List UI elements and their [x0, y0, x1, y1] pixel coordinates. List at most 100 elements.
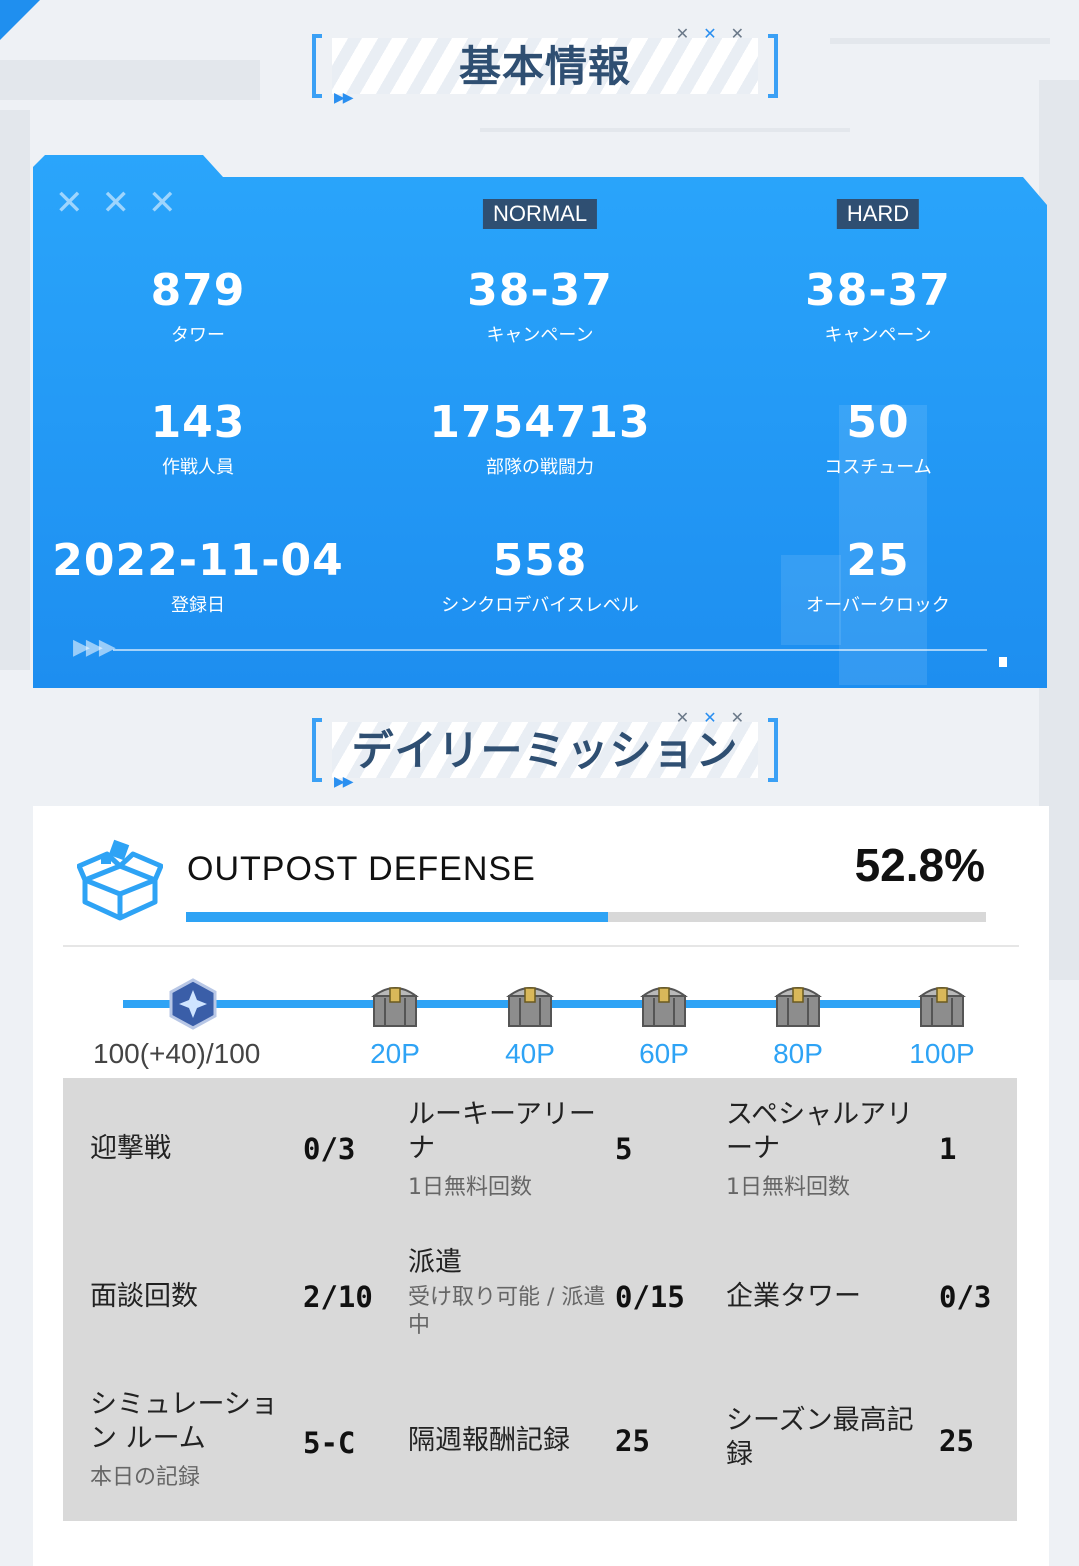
stat-value: 38-37 — [805, 265, 951, 316]
bg-stripe — [0, 60, 260, 100]
bracket-right — [768, 718, 778, 782]
mission-cell: 派遣 受け取り可能 / 派遣中 0/15 — [381, 1226, 699, 1372]
mission-sub: 1日無料回数 — [408, 1175, 532, 1200]
stat-value: 38-37 — [467, 265, 613, 316]
normal-badge: NORMAL — [482, 199, 598, 229]
mission-sub: 本日の記録 — [90, 1465, 201, 1490]
daily-mission-card: OUTPOST DEFENSE 52.8% 100(+40)/100 20P 40… — [33, 806, 1049, 1566]
mission-value: 25 — [615, 1424, 650, 1458]
mission-cell: シーズン最高記録 25 — [699, 1374, 1017, 1520]
milestone-label: 20P — [370, 1038, 420, 1069]
mission-sub: 1日無料回数 — [726, 1175, 850, 1200]
header-band — [332, 38, 758, 94]
mission-cell: 企業タワー 0/3 — [699, 1226, 1017, 1372]
panel-glow — [839, 405, 927, 685]
mission-cell: 隔週報酬記録 25 — [381, 1374, 699, 1520]
stat-value: 879 — [150, 265, 246, 316]
footer-line — [113, 649, 987, 651]
mission-cell: 面談回数 2/10 — [63, 1226, 381, 1372]
mission-name: 面談回数 — [90, 1281, 198, 1312]
stat-campaign-normal: NORMAL 38-37 キャンペーン — [375, 199, 705, 347]
stat-value: 2022-11-04 — [52, 535, 344, 586]
reward-chest-icon[interactable] — [639, 978, 689, 1030]
mission-name: 迎撃戦 — [90, 1133, 171, 1164]
crystal-gem-icon — [169, 978, 217, 1030]
stats-panel: ✕✕✕ 879 タワー NORMAL 38-37 キャンペーン HARD 38-… — [33, 155, 1047, 688]
daily-mission-title: デイリーミッション — [351, 726, 739, 775]
mission-value: 0/3 — [303, 1132, 356, 1166]
stat-operators: 143 作戦人員 — [33, 397, 363, 479]
mission-sub: 受け取り可能 / 派遣中 — [408, 1285, 606, 1338]
outpost-percent: 52.8% — [854, 839, 985, 891]
arrows-icon: ▶▶ — [334, 90, 353, 106]
bg-stripe — [0, 110, 30, 670]
mission-name: シーズン最高記録 — [726, 1405, 914, 1470]
stat-costumes: 50 コスチューム — [713, 397, 1043, 479]
stat-label: 登録日 — [171, 595, 225, 616]
basic-info-header: ✕✕✕ ▶▶ 基本情報 — [300, 24, 790, 106]
reward-points: 100(+40)/100 — [93, 1038, 261, 1069]
mission-cell: ルーキーアリーナ 1日無料回数 5 — [381, 1078, 699, 1224]
mission-grid: 迎撃戦 0/3 ルーキーアリーナ 1日無料回数 5 スペシャルアリーナ 1日無料回数 1 面談回… — [63, 1078, 1017, 1521]
mission-name: 隔週報酬記録 — [408, 1425, 570, 1456]
stat-overclock: 25 オーバークロック — [713, 535, 1043, 617]
stat-value: 50 — [846, 397, 910, 448]
stat-label: キャンペーン — [486, 325, 594, 346]
divider — [63, 945, 1019, 947]
mission-cell: 迎撃戦 0/3 — [63, 1078, 381, 1224]
stat-label: シンクロデバイスレベル — [441, 595, 639, 616]
daily-mission-header: ✕✕✕ ▶▶ デイリーミッション — [300, 708, 790, 790]
stat-label: キャンペーン — [824, 325, 932, 346]
reward-chest-icon[interactable] — [505, 978, 555, 1030]
x-marks-icon: ✕✕✕ — [675, 708, 758, 727]
mission-value: 25 — [939, 1424, 974, 1458]
mission-name: ルーキーアリーナ — [408, 1099, 596, 1164]
header-band — [332, 722, 758, 778]
arrows-icon: ▶▶ — [334, 774, 353, 790]
x-deco-icon: ✕✕✕ — [55, 183, 195, 223]
outpost-box-icon — [77, 839, 163, 921]
stat-registered: 2022-11-04 登録日 — [33, 535, 363, 617]
mission-value: 2/10 — [303, 1280, 373, 1314]
milestone-label: 80P — [773, 1038, 823, 1069]
mission-value: 5-C — [303, 1426, 356, 1460]
mission-value: 1 — [939, 1132, 957, 1166]
panel-glow — [781, 555, 841, 645]
milestone-label: 40P — [505, 1038, 555, 1069]
footer-dot — [999, 657, 1007, 667]
bracket-left — [312, 718, 322, 782]
stat-label: タワー — [171, 325, 225, 346]
mission-cell: スペシャルアリーナ 1日無料回数 1 — [699, 1078, 1017, 1224]
outpost-progress-fill — [186, 912, 609, 922]
stat-squad-power: 1754713 部隊の戦闘力 — [375, 397, 705, 479]
stat-label: オーバークロック — [806, 595, 950, 616]
mission-name: スペシャルアリーナ — [726, 1099, 914, 1164]
reward-chest-icon[interactable] — [773, 978, 823, 1030]
stat-label: コスチューム — [824, 457, 932, 478]
basic-info-title: 基本情報 — [458, 42, 631, 91]
reward-chest-icon[interactable] — [370, 978, 420, 1030]
stat-label: 作戦人員 — [162, 457, 234, 478]
milestone-label: 100P — [909, 1038, 975, 1069]
stat-label: 部隊の戦闘力 — [486, 457, 594, 478]
stat-synchro-level: 558 シンクロデバイスレベル — [375, 535, 705, 617]
stat-campaign-hard: HARD 38-37 キャンペーン — [713, 199, 1043, 347]
mission-name: 派遣 — [408, 1247, 462, 1278]
x-marks-icon: ✕✕✕ — [675, 24, 758, 43]
mission-name: シミュレーション ルーム — [90, 1389, 278, 1454]
bg-stripe — [480, 128, 850, 132]
stat-value: 558 — [492, 535, 588, 586]
stat-value: 1754713 — [429, 397, 651, 448]
arrows-icon: ▶▶▶ — [73, 635, 116, 660]
corner-accent — [0, 0, 40, 40]
mission-value: 0/3 — [939, 1280, 992, 1314]
bracket-left — [312, 34, 322, 98]
bracket-right — [768, 34, 778, 98]
stat-tower: 879 タワー — [33, 265, 363, 347]
panel-footer-line: ▶▶▶ — [73, 635, 1007, 667]
reward-chest-icon[interactable] — [917, 978, 967, 1030]
bg-stripe — [830, 38, 1050, 44]
mission-cell: シミュレーション ルーム本日の記録 5-C — [63, 1374, 381, 1520]
milestone-label: 60P — [639, 1038, 689, 1069]
stat-value: 143 — [150, 397, 246, 448]
